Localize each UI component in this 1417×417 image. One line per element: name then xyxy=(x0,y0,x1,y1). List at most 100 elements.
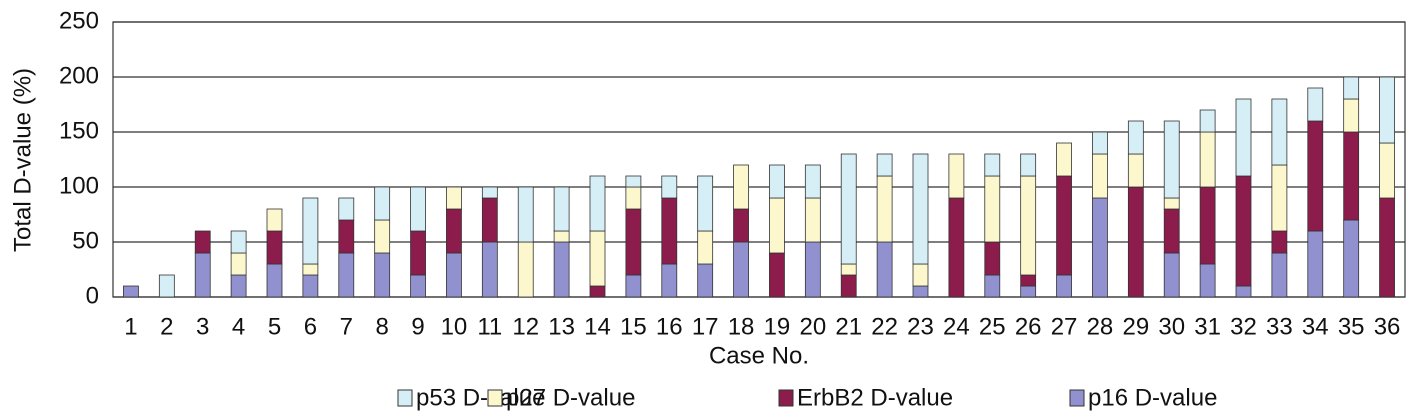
bar-segment xyxy=(1163,252,1180,298)
bar-segment xyxy=(1127,153,1144,188)
x-tick-label: 23 xyxy=(907,313,934,340)
bar-segment xyxy=(1127,120,1144,155)
bar-segment xyxy=(769,164,785,199)
bar-segment xyxy=(338,252,355,298)
bar-segment xyxy=(733,164,749,210)
bar-segment xyxy=(697,175,714,232)
bar-segment xyxy=(625,175,642,188)
bar-segment xyxy=(410,230,426,276)
bar-segment xyxy=(804,197,821,243)
y-tick-label: 250 xyxy=(59,7,99,34)
bar-segment xyxy=(1092,131,1108,155)
bar-segment xyxy=(481,197,498,243)
bar-segment xyxy=(410,186,426,232)
x-tick-label: 33 xyxy=(1266,313,1293,340)
y-tick-label: 150 xyxy=(59,117,99,144)
x-tick-label: 7 xyxy=(340,313,353,340)
x-tick-label: 29 xyxy=(1122,313,1149,340)
bar-segment xyxy=(410,274,426,298)
x-tick-label: 26 xyxy=(1015,313,1042,340)
bar-segment xyxy=(1271,98,1288,166)
bar-segment xyxy=(661,263,678,298)
bar-segment xyxy=(266,208,283,232)
x-tick-label: 12 xyxy=(512,313,539,340)
bar-segment xyxy=(553,186,570,232)
bar-segment xyxy=(840,274,857,298)
y-axis-label: Total D-value (%) xyxy=(9,68,36,252)
x-tick-label: 25 xyxy=(979,313,1006,340)
bar-segment xyxy=(948,153,965,199)
bar-segment xyxy=(1163,208,1180,254)
bar-segment xyxy=(589,285,606,298)
bar-segment xyxy=(1199,131,1216,188)
legend-label: p16 D-value xyxy=(1088,384,1217,411)
bar-segment xyxy=(697,263,714,298)
bar-segment xyxy=(1199,186,1216,265)
bar-segment xyxy=(1127,186,1144,298)
x-tick-label: 5 xyxy=(268,313,281,340)
bar-segment xyxy=(266,230,283,265)
bar-segment xyxy=(984,175,1001,243)
bar-segment xyxy=(840,153,857,265)
x-tick-label: 1 xyxy=(124,313,137,340)
x-tick-label: 13 xyxy=(548,313,575,340)
bar-segment xyxy=(1092,153,1108,199)
bar-segment xyxy=(1020,153,1037,177)
bar-segment xyxy=(804,241,821,298)
bar-segment xyxy=(1307,230,1324,298)
bar-segment xyxy=(1271,164,1288,232)
bar-segment xyxy=(840,263,857,276)
bar-segment xyxy=(1343,219,1360,298)
x-tick-label: 36 xyxy=(1374,313,1401,340)
bar-segment xyxy=(481,241,498,298)
bar-segment xyxy=(481,186,498,199)
x-tick-label: 32 xyxy=(1230,313,1257,340)
bar-segment xyxy=(302,197,319,265)
bar-segment xyxy=(1235,98,1252,177)
bar-segment xyxy=(374,219,391,254)
bar-segment xyxy=(804,164,821,199)
bar-segment xyxy=(912,153,929,265)
x-tick-label: 21 xyxy=(835,313,862,340)
bar-segment xyxy=(194,230,211,254)
x-axis-label: Case No. xyxy=(709,342,809,369)
bar-segment xyxy=(733,241,749,298)
bar-segment xyxy=(912,263,929,287)
x-tick-label: 9 xyxy=(411,313,424,340)
bar-segment xyxy=(230,230,247,254)
bar-segment xyxy=(733,208,749,243)
x-tick-label: 27 xyxy=(1051,313,1078,340)
bar-segment xyxy=(589,175,606,232)
bar-segment xyxy=(446,252,462,298)
bar-segment xyxy=(1307,120,1324,232)
bar-segment xyxy=(625,186,642,210)
bar-segment xyxy=(266,263,283,298)
bar-segment xyxy=(1092,197,1108,298)
bar-segment xyxy=(984,153,1001,177)
bar-segment xyxy=(553,230,570,243)
bar-segment xyxy=(1056,142,1072,177)
x-tick-label: 17 xyxy=(692,313,719,340)
x-tick-label: 8 xyxy=(375,313,388,340)
bar-segment xyxy=(1056,175,1072,276)
bar-segment xyxy=(338,219,355,254)
x-tick-label: 20 xyxy=(799,313,826,340)
bar-segment xyxy=(1271,252,1288,298)
legend-swatch xyxy=(778,389,794,407)
x-tick-label: 15 xyxy=(620,313,647,340)
x-tick-label: 30 xyxy=(1158,313,1185,340)
bar-segment xyxy=(948,197,965,298)
bar-segment xyxy=(1343,98,1360,133)
x-tick-label: 18 xyxy=(728,313,755,340)
bar-segment xyxy=(876,175,893,243)
legend-label: p27 D-value xyxy=(506,384,635,411)
bar-segment xyxy=(1343,76,1360,100)
bar-segment xyxy=(1307,87,1324,122)
bar-segment xyxy=(1020,274,1037,287)
bar-segment xyxy=(1235,285,1252,298)
bar-segment xyxy=(876,241,893,298)
bar-segment xyxy=(625,274,642,298)
bar-segment xyxy=(302,263,319,276)
